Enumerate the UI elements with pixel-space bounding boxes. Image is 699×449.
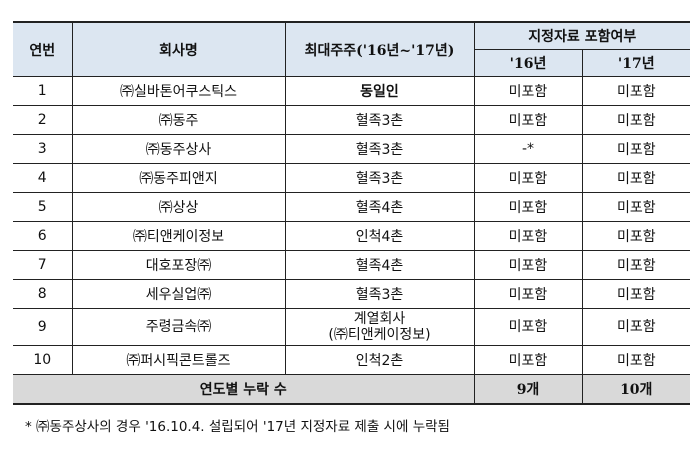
shareholder-cell: 혈족4촌 bbox=[284, 192, 475, 222]
included-2017: 미포함 bbox=[581, 279, 691, 309]
table-row: 5 ㈜상상 혈족4촌 미포함 미포함 bbox=[13, 192, 691, 222]
table-row: 4 ㈜동주피앤지 혈족3촌 미포함 미포함 bbox=[13, 163, 691, 193]
row-no: 9 bbox=[13, 308, 73, 346]
included-2017: 미포함 bbox=[581, 250, 691, 280]
total-2016: 9개 bbox=[473, 374, 583, 405]
row-no: 2 bbox=[13, 105, 73, 135]
shareholder-cell: 인척2촌 bbox=[284, 345, 475, 375]
shareholder: 인척4촌 bbox=[355, 229, 404, 245]
shareholder-cell: 계열회사 (㈜티앤케이정보) bbox=[284, 308, 475, 346]
shareholder: 인척2촌 bbox=[355, 353, 404, 369]
header-company: 회사명 bbox=[71, 21, 286, 77]
company-name: ㈜동주 bbox=[71, 105, 286, 135]
included-2017: 미포함 bbox=[581, 192, 691, 222]
shareholder: 혈족3촌 bbox=[355, 287, 404, 303]
included-2016: 미포함 bbox=[473, 192, 583, 222]
row-no: 8 bbox=[13, 279, 73, 309]
shareholder-cell: 혈족3촌 bbox=[284, 105, 475, 135]
shareholder-cell: 혈족3촌 bbox=[284, 163, 475, 193]
included-2017: 미포함 bbox=[581, 76, 691, 106]
table-row: 6 ㈜티앤케이정보 인척4촌 미포함 미포함 bbox=[13, 221, 691, 251]
shareholder: 계열회사 bbox=[353, 311, 406, 327]
included-2017: 미포함 bbox=[581, 105, 691, 135]
row-no: 4 bbox=[13, 163, 73, 193]
shareholder: 혈족4촌 bbox=[355, 200, 404, 216]
included-2016: 미포함 bbox=[473, 105, 583, 135]
included-2017: 미포함 bbox=[581, 134, 691, 164]
header-inclusion: 지정자료 포함여부 bbox=[473, 21, 691, 50]
included-2016: 미포함 bbox=[473, 163, 583, 193]
header-shareholder: 최대주주('16년~'17년) bbox=[284, 21, 475, 77]
company-name: 세우실업㈜ bbox=[71, 279, 286, 309]
omission-table: 연번 회사명 최대주주('16년~'17년) 지정자료 포함여부 '16년 '1… bbox=[13, 21, 691, 405]
company-name: 대호포장㈜ bbox=[71, 250, 286, 280]
table-row: 7 대호포장㈜ 혈족4촌 미포함 미포함 bbox=[13, 250, 691, 280]
included-2017: 미포함 bbox=[581, 308, 691, 346]
company-name: ㈜상상 bbox=[71, 192, 286, 222]
shareholder: 혈족3촌 bbox=[355, 142, 404, 158]
total-label: 연도별 누락 수 bbox=[13, 374, 475, 405]
row-no: 7 bbox=[13, 250, 73, 280]
company-name: ㈜실바톤어쿠스틱스 bbox=[71, 76, 286, 106]
table-row: 2 ㈜동주 혈족3촌 미포함 미포함 bbox=[13, 105, 691, 135]
included-2016: 미포함 bbox=[473, 345, 583, 375]
company-name: ㈜동주상사 bbox=[71, 134, 286, 164]
table-row: 3 ㈜동주상사 혈족3촌 -* 미포함 bbox=[13, 134, 691, 164]
included-2017: 미포함 bbox=[581, 345, 691, 375]
included-2016: 미포함 bbox=[473, 76, 583, 106]
included-2016: -* bbox=[473, 134, 583, 164]
row-no: 6 bbox=[13, 221, 73, 251]
included-2016: 미포함 bbox=[473, 279, 583, 309]
shareholder-cell: 혈족3촌 bbox=[284, 279, 475, 309]
shareholder: 동일인 bbox=[360, 84, 399, 100]
row-no: 10 bbox=[13, 345, 73, 375]
included-2016: 미포함 bbox=[473, 308, 583, 346]
header-2017: '17년 bbox=[581, 49, 691, 77]
footnote: * ㈜동주상사의 경우 '16.10.4. 설립되어 '17년 지정자료 제출 … bbox=[25, 419, 450, 435]
header-2016: '16년 bbox=[474, 49, 583, 77]
shareholder-cell: 혈족4촌 bbox=[284, 250, 475, 280]
total-row: 연도별 누락 수 9개 10개 bbox=[13, 374, 691, 405]
company-name: ㈜동주피앤지 bbox=[71, 163, 286, 193]
included-2017: 미포함 bbox=[581, 163, 691, 193]
company-name: 주령금속㈜ bbox=[71, 308, 286, 346]
shareholder-detail: (㈜티앤케이정보) bbox=[328, 327, 431, 343]
table-row: 8 세우실업㈜ 혈족3촌 미포함 미포함 bbox=[13, 279, 691, 309]
row-no: 3 bbox=[13, 134, 73, 164]
shareholder-cell: 인척4촌 bbox=[284, 221, 475, 251]
shareholder: 혈족4촌 bbox=[355, 258, 404, 274]
table-row: 9 주령금속㈜ 계열회사 (㈜티앤케이정보) 미포함 미포함 bbox=[13, 308, 691, 346]
shareholder: 혈족3촌 bbox=[355, 171, 404, 187]
shareholder: 혈족3촌 bbox=[355, 113, 404, 129]
table-row: 10 ㈜퍼시픽콘트롤즈 인척2촌 미포함 미포함 bbox=[13, 345, 691, 375]
shareholder-cell: 동일인 bbox=[284, 76, 475, 106]
header-no: 연번 bbox=[13, 21, 73, 77]
shareholder-cell: 혈족3촌 bbox=[284, 134, 475, 164]
company-name: ㈜퍼시픽콘트롤즈 bbox=[71, 345, 286, 375]
row-no: 1 bbox=[13, 76, 73, 106]
included-2016: 미포함 bbox=[473, 221, 583, 251]
total-2017: 10개 bbox=[581, 374, 691, 405]
included-2017: 미포함 bbox=[581, 221, 691, 251]
row-no: 5 bbox=[13, 192, 73, 222]
included-2016: 미포함 bbox=[473, 250, 583, 280]
company-name: ㈜티앤케이정보 bbox=[71, 221, 286, 251]
table-row: 1 ㈜실바톤어쿠스틱스 동일인 미포함 미포함 bbox=[13, 76, 691, 106]
